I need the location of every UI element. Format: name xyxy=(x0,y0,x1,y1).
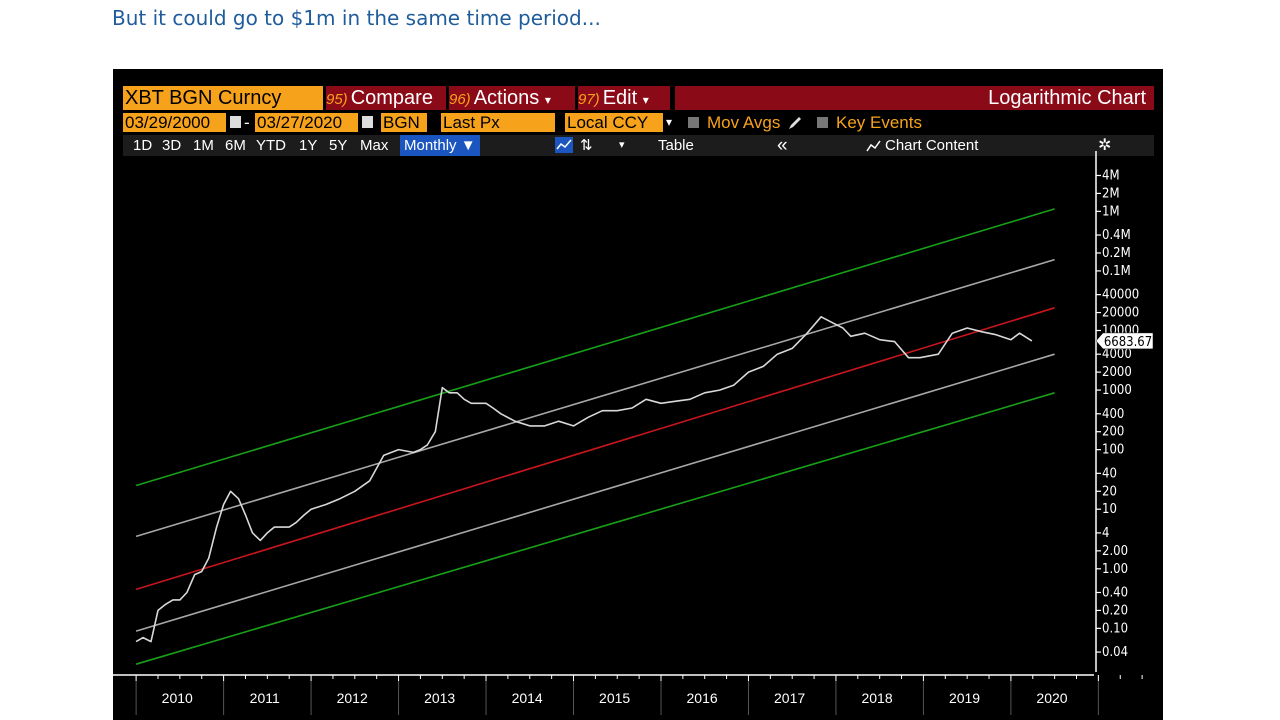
line-chart-icon[interactable] xyxy=(555,137,573,153)
period-ytd[interactable]: YTD xyxy=(256,137,286,154)
channel-line xyxy=(135,353,1055,632)
y-tick-label: 20 xyxy=(1102,484,1117,499)
period-1d[interactable]: 1D xyxy=(133,137,153,154)
period-1m[interactable]: 1M xyxy=(193,137,214,154)
x-tick-label: 2012 xyxy=(337,690,368,706)
ticker-field[interactable]: XBT BGN Curncy xyxy=(123,86,323,110)
log-price-chart: 4M2M1M0.4M0.2M0.1M4000020000100004000200… xyxy=(113,151,1154,715)
calendar-icon[interactable] xyxy=(362,116,373,128)
period-6m[interactable]: 6M xyxy=(225,137,246,154)
y-tick-label: 40 xyxy=(1102,466,1117,481)
last-value-label: 6683.67 xyxy=(1104,335,1152,350)
bar-chart-icon[interactable]: ⇅ xyxy=(580,137,593,154)
edit-dropdown-icon: ▾ xyxy=(642,93,649,107)
y-tick-label: 0.4M xyxy=(1102,228,1131,243)
settings-bar: 03/29/2000 - 03/27/2020 BGN Last Px Loca… xyxy=(123,113,1154,132)
x-tick-label: 2011 xyxy=(250,690,280,706)
pencil-icon[interactable] xyxy=(787,115,803,131)
channel-line xyxy=(135,258,1055,538)
line-chart-icon-glyph xyxy=(556,139,572,150)
page-caption: But it could go to $1m in the same time … xyxy=(112,6,601,30)
chart-title: Logarithmic Chart xyxy=(675,86,1154,110)
compare-button[interactable]: 95) Compare xyxy=(326,86,446,110)
currency-dropdown-icon[interactable]: ▾ xyxy=(666,115,673,129)
y-tick-label: 40000 xyxy=(1102,288,1139,303)
y-tick-label: 0.40 xyxy=(1102,585,1128,600)
edit-label: Edit xyxy=(602,87,638,109)
x-tick-label: 2017 xyxy=(774,690,805,706)
y-tick-label: 200 xyxy=(1102,425,1124,440)
edit-number: 97) xyxy=(578,91,600,108)
y-tick-label: 4 xyxy=(1102,526,1109,541)
mov-avgs-label[interactable]: Mov Avgs xyxy=(707,113,781,132)
x-tick-label: 2020 xyxy=(1036,690,1067,706)
period-max[interactable]: Max xyxy=(360,137,389,154)
end-date-field[interactable]: 03/27/2020 xyxy=(255,113,358,132)
y-tick-label: 4000 xyxy=(1102,347,1132,362)
y-tick-label: 2.00 xyxy=(1102,544,1128,559)
channel-line xyxy=(135,307,1055,591)
y-tick-label: 1000 xyxy=(1102,383,1132,398)
actions-button[interactable]: 96) Actions ▾ xyxy=(449,86,575,110)
chart-content-button[interactable]: Chart Content xyxy=(885,137,979,154)
channel-line xyxy=(135,392,1055,665)
period-1y[interactable]: 1Y xyxy=(299,137,318,154)
actions-number: 96) xyxy=(449,91,471,108)
compare-number: 95) xyxy=(326,91,348,108)
key-events-checkbox[interactable] xyxy=(817,117,828,128)
start-date-field[interactable]: 03/29/2000 xyxy=(123,113,226,132)
y-tick-label: 100 xyxy=(1102,443,1124,458)
x-tick-label: 2019 xyxy=(949,690,980,706)
last-value-box xyxy=(1095,332,1154,350)
currency-selector[interactable]: Local CCY xyxy=(565,113,663,132)
y-tick-label: 4M xyxy=(1102,168,1120,183)
x-tick-label: 2016 xyxy=(687,690,718,706)
period-3d[interactable]: 3D xyxy=(162,137,182,154)
period-5y[interactable]: 5Y xyxy=(329,137,348,154)
x-tick-label: 2013 xyxy=(424,690,455,706)
date-separator: - xyxy=(244,113,250,132)
x-tick-label: 2014 xyxy=(512,690,543,706)
bloomberg-terminal: XBT BGN Curncy 95) Compare 96) Actions ▾ 9… xyxy=(113,69,1163,720)
y-tick-label: 10 xyxy=(1102,502,1117,517)
mov-avgs-checkbox[interactable] xyxy=(688,117,699,128)
y-tick-label: 2000 xyxy=(1102,365,1132,380)
frequency-selector[interactable]: Monthly ▼ xyxy=(400,135,480,156)
y-tick-label: 0.04 xyxy=(1102,645,1128,660)
y-tick-label: 0.2M xyxy=(1102,246,1131,261)
y-tick-label: 1M xyxy=(1102,204,1120,219)
y-tick-label: 0.20 xyxy=(1102,603,1128,618)
field-selector[interactable]: Last Px xyxy=(441,113,555,132)
channel-line xyxy=(135,208,1055,487)
gear-icon[interactable]: ✲ xyxy=(1098,137,1112,154)
compare-label: Compare xyxy=(350,87,433,109)
source-field[interactable]: BGN xyxy=(381,113,427,132)
chart-content-icon xyxy=(866,140,881,152)
x-tick-label: 2018 xyxy=(861,690,892,706)
edit-button[interactable]: 97) Edit ▾ xyxy=(578,86,670,110)
key-events-label[interactable]: Key Events xyxy=(836,113,922,132)
y-tick-label: 0.1M xyxy=(1102,264,1131,279)
price-line xyxy=(135,316,1033,643)
collapse-icon[interactable]: « xyxy=(777,135,788,156)
chart-type-dropdown-icon[interactable]: ▾ xyxy=(619,139,625,151)
y-tick-label: 0.10 xyxy=(1102,621,1128,636)
table-button[interactable]: Table xyxy=(658,137,694,154)
y-tick-label: 400 xyxy=(1102,407,1124,422)
calendar-icon[interactable] xyxy=(230,116,241,128)
x-tick-label: 2015 xyxy=(599,690,630,706)
x-tick-label: 2010 xyxy=(162,690,193,706)
y-tick-label: 20000 xyxy=(1102,306,1139,321)
actions-label: Actions xyxy=(473,87,540,109)
actions-dropdown-icon: ▾ xyxy=(544,93,551,107)
y-tick-label: 1.00 xyxy=(1102,562,1128,577)
period-bar: 1D 3D 1M 6M YTD 1Y 5Y Max Monthly ▼ ⇅ ▾ … xyxy=(123,135,1154,156)
y-tick-label: 2M xyxy=(1102,186,1120,201)
command-bar: XBT BGN Curncy 95) Compare 96) Actions ▾ 9… xyxy=(123,86,1154,110)
